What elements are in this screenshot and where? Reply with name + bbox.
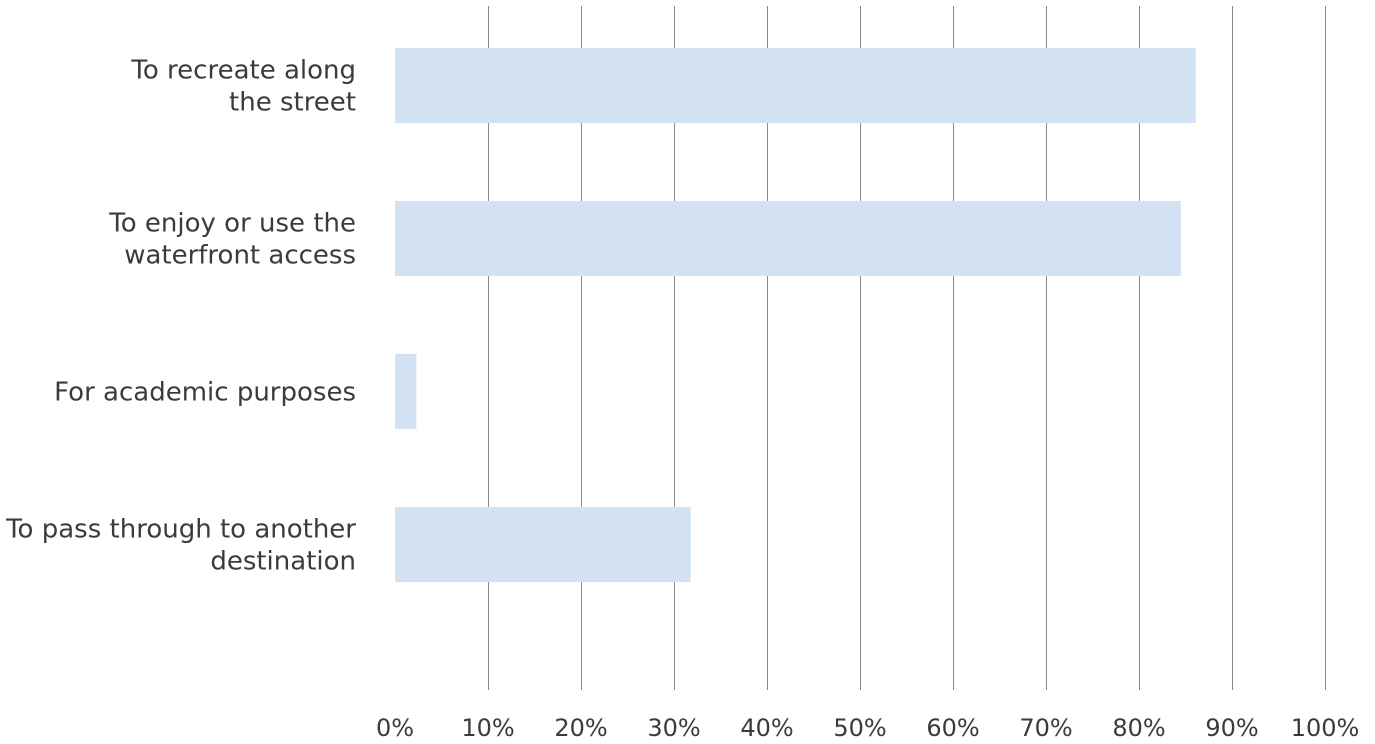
x-tick-label-10: 10% (461, 714, 514, 742)
category-label-3: For academic purposes (54, 378, 356, 408)
bar-1 (395, 48, 1196, 123)
bar-3 (395, 354, 417, 429)
x-tick-label-0: 0% (376, 714, 414, 742)
x-tick-label-40: 40% (740, 714, 793, 742)
x-tick-label-90: 90% (1205, 714, 1258, 742)
x-tick-label-100: 100% (1291, 714, 1360, 742)
x-tick-label-20: 20% (554, 714, 607, 742)
x-tick-label-80: 80% (1112, 714, 1165, 742)
category-label-4: To pass through to another destination (5, 515, 356, 577)
x-tick-label-50: 50% (833, 714, 886, 742)
category-label-2: To enjoy or use the waterfront access (108, 209, 356, 271)
x-tick-label-70: 70% (1019, 714, 1072, 742)
x-tick-label-30: 30% (647, 714, 700, 742)
bar-2 (395, 201, 1181, 276)
category-labels: To recreate along the street To enjoy or u… (5, 56, 356, 577)
x-tick-label-60: 60% (926, 714, 979, 742)
bars (395, 48, 1196, 582)
bar-4 (395, 507, 691, 582)
x-axis-tick-labels: 0% 10% 20% 30% 40% 50% 60% 70% 80% 90% 100% (376, 714, 1359, 742)
category-label-1: To recreate along the street (130, 56, 356, 118)
